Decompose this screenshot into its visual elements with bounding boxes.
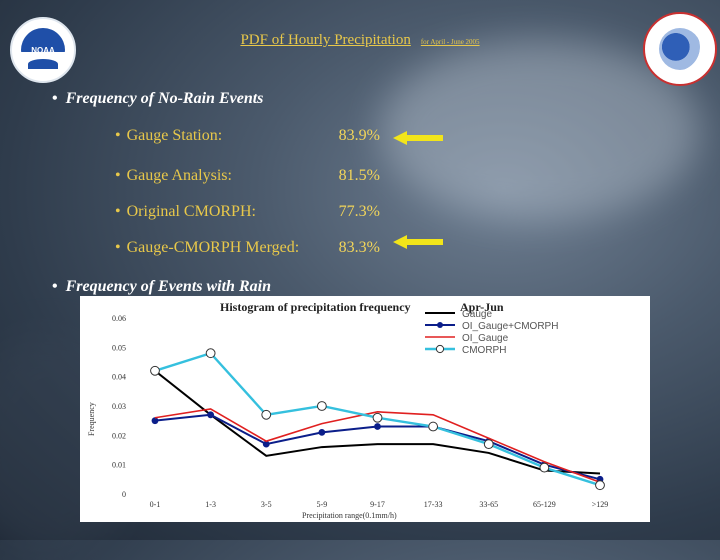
series-point-1 [207, 411, 215, 419]
series-point-3 [205, 348, 216, 359]
y-tick-label: 0.02 [112, 431, 126, 440]
title-main: PDF of Hourly Precipitation [240, 32, 411, 48]
x-tick-label: 9-17 [370, 500, 385, 509]
stat-value: 83.9% [338, 127, 380, 144]
bullet-dot: • [52, 278, 58, 295]
x-tick-label: 5-9 [317, 500, 328, 509]
y-tick-label: 0.03 [112, 402, 126, 411]
y-tick-label: 0.01 [112, 461, 126, 470]
left-arrow-icon [393, 131, 443, 145]
background-cloud-1 [380, 40, 700, 220]
legend-label: CMORPH [462, 345, 506, 356]
x-axis-label: Precipitation range(0.1mm/h) [302, 511, 397, 520]
y-tick-label: 0 [122, 490, 126, 499]
section-heading-no-rain: • Frequency of No-Rain Events [52, 90, 263, 108]
stat-value: 77.3% [338, 203, 380, 220]
series-point-3 [428, 421, 439, 432]
stat-label: Gauge Analysis: [126, 167, 232, 184]
stat-label: Original CMORPH: [126, 203, 256, 220]
section-heading-rain: • Frequency of Events with Rain [52, 278, 271, 296]
y-axis-label: Frequency [87, 402, 96, 436]
stat-row-merged: • Gauge-CMORPH Merged: 83.3% [115, 239, 435, 257]
frequency-chart: Histogram of precipitation frequency Apr… [80, 296, 650, 522]
series-point-3 [150, 365, 160, 376]
series-line-2 [154, 408, 601, 484]
stat-row-gauge-analysis: • Gauge Analysis: 81.5% [115, 167, 435, 185]
nws-logo [643, 12, 717, 86]
x-tick-label: 17-33 [424, 500, 443, 509]
x-tick-label: 65-129 [533, 500, 556, 509]
series-point-1 [151, 417, 159, 425]
slide-title: PDF of Hourly Precipitation for April - … [0, 31, 720, 49]
bullet-dot: • [52, 90, 58, 107]
noaa-bird-icon [28, 59, 58, 69]
series-point-3 [483, 439, 494, 450]
legend-label: OI_Gauge [462, 333, 509, 344]
section-heading-text: Frequency of Events with Rain [65, 278, 271, 295]
y-tick-label: 0.05 [112, 343, 126, 352]
legend-marker [437, 322, 443, 328]
x-tick-label: 0-1 [150, 500, 161, 509]
series-point-3 [316, 401, 327, 411]
bullet-dot: • [115, 127, 121, 144]
x-tick-label: 33-65 [479, 500, 498, 509]
series-point-1 [262, 440, 270, 448]
legend-marker [435, 344, 445, 354]
legend-label: OI_Gauge+CMORPH [462, 321, 558, 332]
bullet-dot: • [115, 239, 121, 256]
stat-row-gauge-station: • Gauge Station: 83.9% [115, 127, 435, 145]
series-line-0 [154, 370, 601, 475]
chart-title: Histogram of precipitation frequency [220, 300, 411, 314]
stat-label: Gauge Station: [126, 127, 223, 144]
nws-logo-emblem [659, 28, 701, 70]
series-point-1 [374, 423, 381, 430]
left-arrow-icon [393, 235, 443, 249]
bullet-dot: • [115, 167, 121, 184]
noaa-logo: NOAA [10, 17, 76, 83]
stat-value: 81.5% [338, 167, 380, 184]
bullet-dot: • [115, 203, 121, 220]
y-tick-label: 0.04 [112, 373, 126, 382]
x-tick-label: >129 [592, 500, 609, 509]
x-tick-label: 3-5 [261, 500, 272, 509]
y-tick-label: 0.06 [112, 314, 126, 323]
noaa-logo-text: NOAA [31, 46, 55, 55]
series-point-3 [261, 409, 272, 420]
series-point-3 [372, 412, 383, 423]
stat-label: Gauge-CMORPH Merged: [126, 239, 300, 256]
series-point-1 [318, 429, 326, 436]
x-tick-label: 1-3 [205, 500, 216, 509]
stat-value: 83.3% [338, 239, 380, 256]
chart-period: Apr-Jun [460, 300, 504, 314]
frequency-chart-svg: Histogram of precipitation frequency Apr… [87, 300, 609, 520]
series-point-3 [595, 480, 605, 491]
legend-label: Gauge [462, 309, 492, 320]
series-point-3 [539, 462, 550, 473]
title-subtitle: for April - June 2005 [420, 38, 480, 46]
stat-row-original-cmorph: • Original CMORPH: 77.3% [115, 203, 435, 221]
section-heading-text: Frequency of No-Rain Events [65, 90, 264, 107]
